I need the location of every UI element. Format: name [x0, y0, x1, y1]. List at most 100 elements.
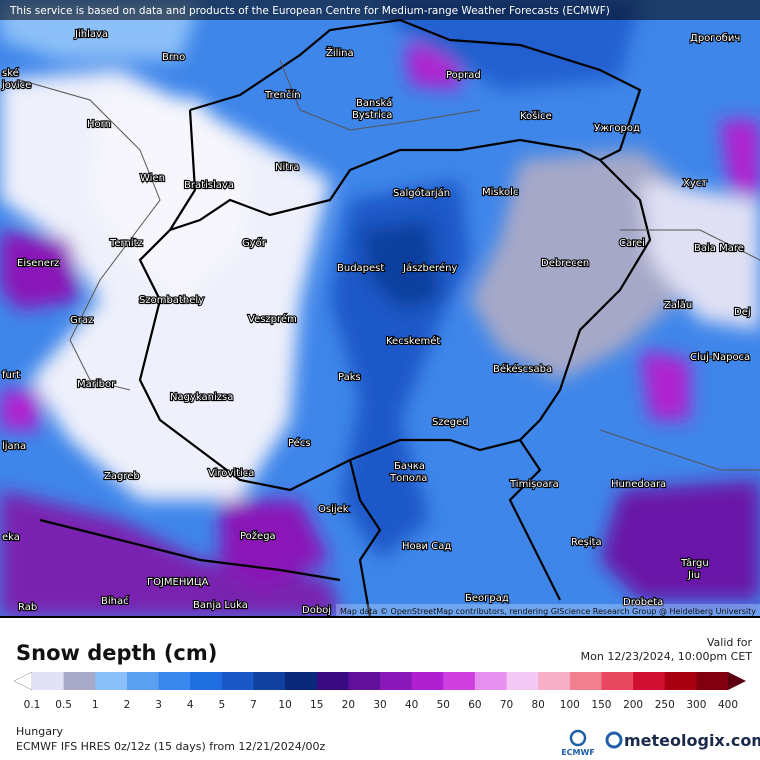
colorbar-over [728, 672, 746, 690]
colorbar-swatch [348, 672, 381, 690]
colorbar-swatch [32, 672, 65, 690]
city: Топола [389, 473, 427, 484]
valid-time: Mon 12/23/2024, 10:00pm CET [581, 650, 753, 663]
regional-borders [19, 59, 760, 471]
colorbar: 0.1 0.5 1 2 3 4 5 7 10 15 20 30 40 50 60 70 80 100 150 200 2… [13, 671, 746, 711]
colorbar-label: 250 [655, 699, 675, 711]
city: Trenčín [264, 89, 301, 101]
colorbar-label: 1 [92, 699, 99, 711]
city: Bihać [101, 595, 129, 607]
city: ljana [2, 441, 26, 452]
city: Požega [240, 530, 276, 542]
city: jovice [1, 80, 31, 91]
colorbar-swatch [601, 672, 634, 690]
city: Békéscsaba [493, 363, 552, 375]
colorbar-label: 300 [686, 699, 706, 711]
colorbar-swatch [126, 672, 160, 690]
city: Virovitica [208, 468, 254, 479]
colorbar-label: 400 [718, 699, 738, 711]
city: Osijek [318, 504, 349, 515]
colorbar-label: 150 [591, 699, 611, 711]
region: Hungary [16, 725, 63, 738]
colorbar-label: 2 [124, 699, 131, 711]
city: Rab [18, 602, 37, 613]
colorbar-label: 60 [468, 699, 481, 711]
city: Hunedoara [611, 479, 666, 490]
city: Salgótarján [393, 187, 450, 199]
ecmwf-logo [569, 729, 587, 747]
colorbar-swatch [664, 672, 697, 690]
city: Ужгород [594, 123, 640, 134]
city: Дрогобич [690, 33, 740, 44]
notice: This service is based on data and produc… [9, 5, 610, 17]
city: Paks [338, 372, 361, 383]
colorbar-swatch [443, 672, 476, 690]
city: Nagykanizsa [170, 392, 233, 403]
colorbar-swatch [63, 672, 96, 690]
colorbar-swatch [538, 672, 571, 690]
city: Bratislava [184, 180, 234, 191]
colorbar-swatch [569, 672, 602, 690]
colorbar-label: 0.5 [55, 699, 72, 711]
notice-bar [0, 0, 760, 20]
city: Jászberény [402, 262, 457, 274]
model-info: ECMWF IFS HRES 0z/12z (15 days) from 12/… [16, 740, 326, 753]
city: Ternitz [109, 238, 143, 249]
colorbar-label: 7 [250, 699, 257, 711]
colorbar-label: 15 [310, 699, 323, 711]
colorbar-label: 200 [623, 699, 643, 711]
city: Târgu [680, 557, 709, 569]
city: ské [2, 67, 19, 79]
attribution: Map data © OpenStreetMap contributors, r… [340, 607, 756, 616]
city: Debrecen [541, 258, 589, 269]
city: ГОЈМЕНИЦА [147, 577, 209, 588]
colorbar-label: 10 [278, 699, 291, 711]
city: Poprad [446, 70, 481, 81]
city: Dej [734, 307, 751, 318]
colorbar-swatch [506, 672, 539, 690]
city: Košice [520, 110, 552, 122]
colorbar-label: 70 [500, 699, 513, 711]
city: Reșița [571, 537, 602, 548]
colorbar-swatch [474, 672, 508, 690]
city: Banská [356, 97, 392, 109]
city: Хуст [683, 178, 707, 189]
brand-logo [605, 731, 623, 749]
colorbar-swatch [158, 672, 191, 690]
attribution-bg [336, 604, 760, 617]
legend-title: Snow depth (cm) [16, 641, 217, 665]
city: Jiu [687, 570, 700, 581]
city: Нови Сад [402, 541, 451, 552]
city: Bystrica [352, 110, 392, 121]
city: Szombathely [139, 295, 204, 306]
colorbar-swatch [411, 672, 444, 690]
colorbar-label: 5 [218, 699, 225, 711]
city: Jihlava [74, 29, 108, 40]
colorbar-swatch [285, 672, 318, 690]
colorbar-swatch [380, 672, 413, 690]
colorbar-label: 20 [342, 699, 355, 711]
colorbar-label: 80 [531, 699, 544, 711]
city: Horn [87, 119, 111, 130]
colorbar-swatch [633, 672, 666, 690]
city: Eisenerz [17, 258, 59, 269]
city: Žilina [326, 46, 354, 59]
city: Zalău [664, 300, 692, 311]
ecmwf-text: ECMWF [561, 748, 595, 757]
colorbar-label: 3 [155, 699, 162, 711]
city: furt [2, 370, 20, 381]
city: Nitra [275, 162, 299, 173]
colorbar-swatch [190, 672, 223, 690]
city: Drobeta [623, 597, 663, 608]
city: Szeged [432, 417, 469, 428]
city: Graz [70, 315, 93, 326]
city: Cluj-Napoca [690, 352, 750, 363]
city: Carei [619, 238, 645, 249]
city: Miskolc [482, 187, 518, 198]
colorbar-under [13, 671, 33, 691]
city: Doboj [302, 605, 331, 616]
colorbar-label: 40 [405, 699, 418, 711]
brand: meteologix.com [624, 731, 760, 750]
city: Budapest [337, 263, 384, 274]
